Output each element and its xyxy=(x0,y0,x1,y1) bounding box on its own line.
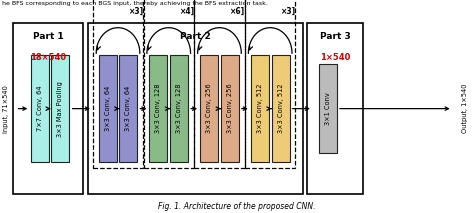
FancyBboxPatch shape xyxy=(319,64,337,153)
Text: Input, 71×540: Input, 71×540 xyxy=(3,85,9,132)
Text: Part 3: Part 3 xyxy=(320,32,350,41)
Text: ×3]: ×3] xyxy=(128,6,143,15)
Text: Output, 1×540: Output, 1×540 xyxy=(462,84,467,133)
Text: ×3]: ×3] xyxy=(280,6,295,15)
FancyBboxPatch shape xyxy=(119,55,137,162)
Text: 3×3 Conv, 512: 3×3 Conv, 512 xyxy=(278,84,283,133)
Text: he BFS corresponding to each BGS input, thereby achieving the BFS extraction tas: he BFS corresponding to each BGS input, … xyxy=(2,1,268,6)
FancyBboxPatch shape xyxy=(272,55,290,162)
FancyBboxPatch shape xyxy=(99,55,117,162)
FancyBboxPatch shape xyxy=(88,23,303,194)
Text: Part 1: Part 1 xyxy=(33,32,64,41)
Text: 7×7 Conv, 64: 7×7 Conv, 64 xyxy=(37,86,43,131)
Text: 1×540: 1×540 xyxy=(320,53,350,62)
FancyBboxPatch shape xyxy=(221,55,239,162)
Text: 3×3 Conv, 128: 3×3 Conv, 128 xyxy=(176,84,182,133)
FancyBboxPatch shape xyxy=(200,55,218,162)
Text: ×4]: ×4] xyxy=(179,6,194,15)
Text: 18×540: 18×540 xyxy=(30,53,66,62)
Text: ×6]: ×6] xyxy=(229,6,245,15)
Text: 3×3 Conv, 256: 3×3 Conv, 256 xyxy=(227,84,233,133)
Text: 3×1 Conv: 3×1 Conv xyxy=(325,92,331,125)
FancyBboxPatch shape xyxy=(51,55,69,162)
Text: 3×3 Conv, 256: 3×3 Conv, 256 xyxy=(206,84,212,133)
FancyBboxPatch shape xyxy=(170,55,188,162)
FancyBboxPatch shape xyxy=(13,23,83,194)
Text: 3×3 Max Pooling: 3×3 Max Pooling xyxy=(57,81,63,137)
Text: 3×3 Conv, 128: 3×3 Conv, 128 xyxy=(155,84,161,133)
Text: 3×3 Conv, 64: 3×3 Conv, 64 xyxy=(126,86,131,131)
Text: 3×3 Conv, 64: 3×3 Conv, 64 xyxy=(105,86,110,131)
FancyBboxPatch shape xyxy=(31,55,49,162)
Text: 3×3 Conv, 512: 3×3 Conv, 512 xyxy=(257,84,263,133)
FancyBboxPatch shape xyxy=(307,23,363,194)
FancyBboxPatch shape xyxy=(149,55,167,162)
Text: Part 2: Part 2 xyxy=(180,32,211,41)
FancyBboxPatch shape xyxy=(251,55,269,162)
Text: Fig. 1. Architecture of the proposed CNN.: Fig. 1. Architecture of the proposed CNN… xyxy=(158,202,316,211)
